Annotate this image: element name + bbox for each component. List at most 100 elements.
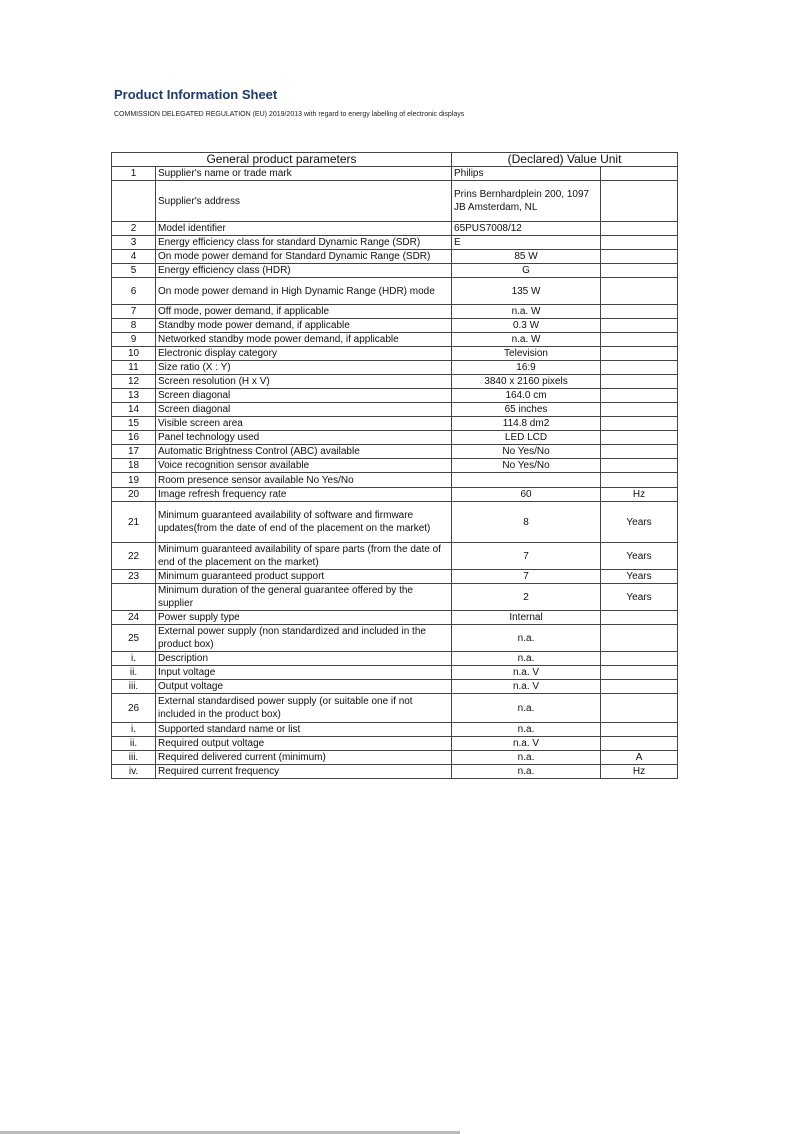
unit: Years [600, 542, 679, 570]
unit [600, 360, 679, 375]
declared-value: 7 [451, 569, 602, 584]
row-number [111, 583, 156, 611]
row-number: ii. [111, 736, 156, 751]
declared-value: E [451, 235, 602, 250]
declared-value: n.a. [451, 651, 602, 666]
parameter-name: Automatic Brightness Control (ABC) avail… [154, 444, 453, 459]
row-number: 26 [111, 693, 156, 723]
unit [600, 318, 679, 333]
row-number: 15 [111, 416, 156, 431]
unit [600, 665, 679, 680]
table-row: Supplier's address Prins Bernhardplein 20… [111, 180, 679, 222]
table-row: 7 Off mode, power demand, if applicable n.… [111, 304, 679, 319]
unit [600, 679, 679, 694]
parameter-name: Required current frequency [154, 764, 453, 779]
header-parameters: General product parameters [110, 152, 453, 167]
unit [600, 346, 679, 361]
parameter-name: On mode power demand for Standard Dynami… [154, 249, 453, 264]
unit [600, 166, 679, 181]
row-number: 25 [111, 624, 156, 652]
table-row: ii. Required output voltage n.a. V [111, 736, 679, 751]
unit [600, 221, 679, 236]
declared-value: 164.0 cm [451, 388, 602, 403]
unit [600, 610, 679, 625]
product-parameters-table: General product parameters (Declared) Va… [110, 152, 679, 779]
unit [600, 402, 679, 417]
declared-value: n.a. [451, 764, 602, 779]
row-number: iv. [111, 764, 156, 779]
row-number: 17 [111, 444, 156, 459]
parameter-name: Voice recognition sensor available [154, 458, 453, 473]
unit: Hz [600, 764, 679, 779]
unit [600, 249, 679, 264]
table-row: 15 Visible screen area 114.8 dm2 [111, 416, 679, 431]
table-row: 21 Minimum guaranteed availability of sof… [111, 501, 679, 543]
unit: Years [600, 501, 679, 543]
table-row: 13 Screen diagonal 164.0 cm [111, 388, 679, 403]
row-number: 1 [111, 166, 156, 181]
row-number: 24 [111, 610, 156, 625]
declared-value: n.a. V [451, 679, 602, 694]
declared-value: n.a. V [451, 665, 602, 680]
row-number: 18 [111, 458, 156, 473]
unit [600, 388, 679, 403]
row-number: 22 [111, 542, 156, 570]
row-number: ii. [111, 665, 156, 680]
unit [600, 304, 679, 319]
unit [600, 693, 679, 723]
declared-value: 7 [451, 542, 602, 570]
table-row: i. Supported standard name or list n.a. [111, 722, 679, 737]
declared-value: Internal [451, 610, 602, 625]
table-row: 3 Energy efficiency class for standard Dy… [111, 235, 679, 250]
parameter-name: Description [154, 651, 453, 666]
declared-value: 0.3 W [451, 318, 602, 333]
unit: Hz [600, 487, 679, 502]
declared-value: 114.8 dm2 [451, 416, 602, 431]
unit [600, 472, 679, 488]
declared-value: Television [451, 346, 602, 361]
declared-value: Philips [451, 166, 602, 181]
unit [600, 651, 679, 666]
parameter-name: Screen diagonal [154, 402, 453, 417]
declared-value: n.a. V [451, 736, 602, 751]
row-number: 2 [111, 221, 156, 236]
parameter-name: External standardised power supply (or s… [154, 693, 453, 723]
parameter-name: Size ratio (X : Y) [154, 360, 453, 375]
row-number: 9 [111, 332, 156, 347]
parameter-name: Model identifier [154, 221, 453, 236]
page-footer-bar [0, 1131, 460, 1134]
parameter-name: Visible screen area [154, 416, 453, 431]
table-row: iii. Required delivered current (minimum)… [111, 750, 679, 765]
parameter-name: Input voltage [154, 665, 453, 680]
row-number: 8 [111, 318, 156, 333]
table-row: 5 Energy efficiency class (HDR) G [111, 263, 679, 278]
unit [600, 416, 679, 431]
row-number: 3 [111, 235, 156, 250]
unit [600, 374, 679, 389]
row-number: 23 [111, 569, 156, 584]
declared-value: 60 [451, 487, 602, 502]
row-number: 4 [111, 249, 156, 264]
declared-value: No Yes/No [451, 444, 602, 459]
declared-value: 135 W [451, 277, 602, 305]
unit [600, 722, 679, 737]
row-number: 5 [111, 263, 156, 278]
unit [600, 263, 679, 278]
declared-value: 65PUS7008/12 [451, 221, 602, 236]
parameter-name: Off mode, power demand, if applicable [154, 304, 453, 319]
row-number: 11 [111, 360, 156, 375]
parameter-name: Energy efficiency class (HDR) [154, 263, 453, 278]
row-number: 7 [111, 304, 156, 319]
table-row: 10 Electronic display category Television [111, 346, 679, 361]
page-subtitle: COMMISSION DELEGATED REGULATION (EU) 201… [114, 111, 465, 118]
table-row: 25 External power supply (non standardize… [111, 624, 679, 652]
declared-value: 65 inches [451, 402, 602, 417]
row-number: iii. [111, 750, 156, 765]
unit [600, 444, 679, 459]
row-number: i. [111, 722, 156, 737]
table-row: iv. Required current frequency n.a. Hz [111, 764, 679, 779]
declared-value: 85 W [451, 249, 602, 264]
table-row: 16 Panel technology used LED LCD [111, 430, 679, 445]
declared-value: n.a. W [451, 332, 602, 347]
unit [600, 624, 679, 652]
